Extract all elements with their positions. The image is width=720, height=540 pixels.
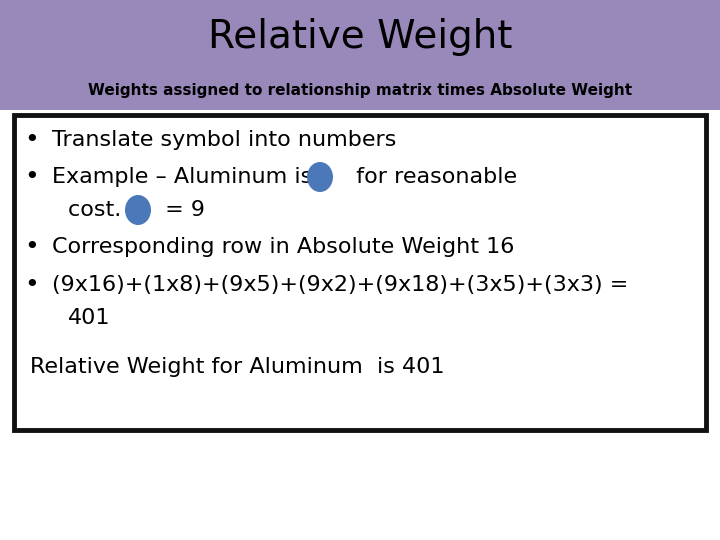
Text: Corresponding row in Absolute Weight 16: Corresponding row in Absolute Weight 16	[52, 237, 514, 257]
Text: •: •	[24, 128, 39, 152]
FancyBboxPatch shape	[0, 0, 720, 110]
Text: = 9: = 9	[158, 200, 205, 220]
Text: Relative Weight for Aluminum  is 401: Relative Weight for Aluminum is 401	[30, 357, 444, 377]
Text: Weights assigned to relationship matrix times Absolute Weight: Weights assigned to relationship matrix …	[88, 83, 632, 98]
FancyBboxPatch shape	[14, 115, 706, 430]
Text: for reasonable: for reasonable	[342, 167, 517, 187]
Text: •: •	[24, 165, 39, 189]
Text: cost.: cost.	[68, 200, 135, 220]
Text: Example – Aluminum is: Example – Aluminum is	[52, 167, 312, 187]
Text: 401: 401	[68, 308, 110, 328]
Text: Relative Weight: Relative Weight	[208, 18, 512, 56]
Text: •: •	[24, 235, 39, 259]
Text: •: •	[24, 273, 39, 297]
Ellipse shape	[307, 162, 333, 192]
Ellipse shape	[125, 195, 151, 225]
Text: Translate symbol into numbers: Translate symbol into numbers	[52, 130, 397, 150]
Text: (9x16)+(1x8)+(9x5)+(9x2)+(9x18)+(3x5)+(3x3) =: (9x16)+(1x8)+(9x5)+(9x2)+(9x18)+(3x5)+(3…	[52, 275, 629, 295]
